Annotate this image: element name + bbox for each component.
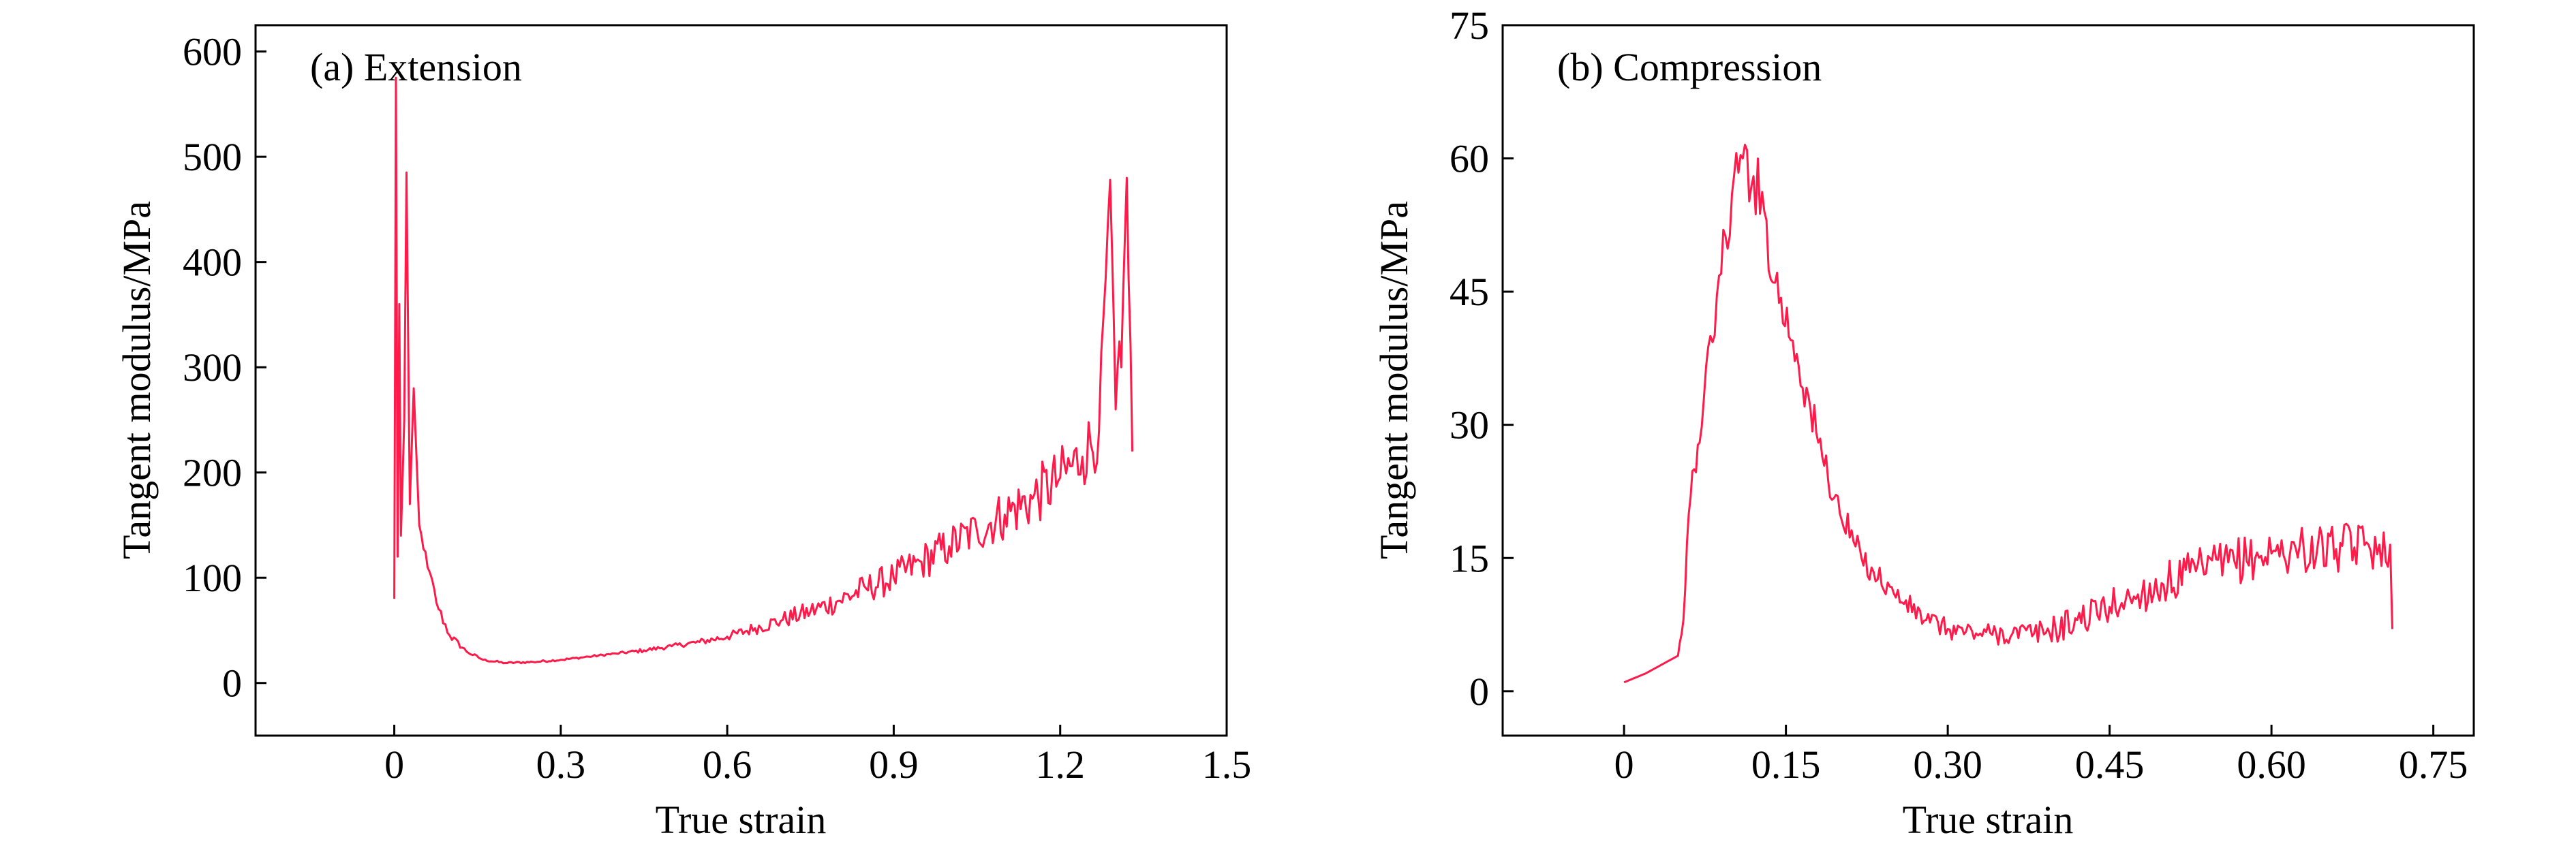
y-tick-label: 75 (1450, 3, 1489, 48)
tick-group-extension: 0 0.3 0.6 0.9 1.2 1.5 0 100 200 300 400 500 600 (183, 30, 1251, 787)
series-line-compression (1623, 144, 2393, 684)
y-tick-label: 30 (1450, 403, 1489, 447)
y-tick-label: 0 (222, 661, 242, 706)
x-tick-label: 1.2 (1035, 742, 1085, 787)
x-tick-label: 0 (384, 742, 404, 787)
x-tick-label: 0.75 (2399, 742, 2468, 787)
y-axis-label-compression: Tangent modulus/MPa (1372, 201, 1416, 559)
x-tick-label: 0.45 (2075, 742, 2145, 787)
y-tick-label: 15 (1450, 536, 1489, 580)
y-tick-label: 60 (1450, 137, 1489, 181)
x-tick-label: 0.30 (1913, 742, 1982, 787)
x-axis-label-extension: True strain (656, 798, 827, 842)
x-tick-label: 0.6 (703, 742, 752, 787)
y-tick-label: 100 (183, 556, 242, 600)
y-tick-label: 300 (183, 345, 242, 390)
panel-compression: 0 0.15 0.30 0.45 0.60 0.75 0 15 30 45 60 75 (b) Com… (1372, 3, 2475, 842)
y-tick-label: 400 (183, 240, 242, 285)
x-tick-label: 0.15 (1751, 742, 1821, 787)
panel-title-extension: (a) Extension (310, 45, 522, 89)
y-tick-label: 45 (1450, 270, 1489, 314)
x-tick-label: 0 (1614, 742, 1634, 787)
y-tick-label: 500 (183, 135, 242, 179)
y-tick-label: 600 (183, 30, 242, 74)
plot-area-compression (1501, 24, 2475, 737)
panel-title-compression: (b) Compression (1557, 45, 1822, 89)
x-tick-label: 0.3 (536, 742, 586, 787)
tick-group-compression: 0 0.15 0.30 0.45 0.60 0.75 0 15 30 45 60 75 (1450, 3, 2468, 787)
series-line-extension (393, 76, 1134, 665)
y-tick-label: 0 (1469, 670, 1489, 714)
x-tick-label: 1.5 (1202, 742, 1252, 787)
x-tick-label: 0.60 (2237, 742, 2306, 787)
x-tick-label: 0.9 (869, 742, 919, 787)
y-tick-label: 200 (183, 451, 242, 495)
y-axis-label-extension: Tangent modulus/MPa (114, 201, 159, 559)
plot-area-extension (254, 24, 1228, 737)
panel-extension: 0 0.3 0.6 0.9 1.2 1.5 0 100 200 300 400 500 600 (a) … (114, 24, 1251, 842)
x-axis-label-compression: True strain (1903, 798, 2074, 842)
